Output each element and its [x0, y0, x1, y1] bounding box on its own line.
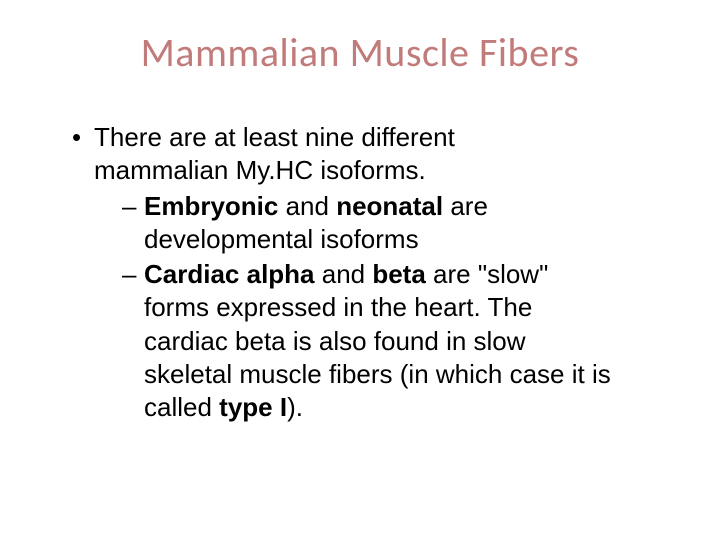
bullet-item: There are at least nine different mammal…	[72, 121, 670, 424]
bullet-text: are "slow"	[426, 259, 549, 289]
bold-text: neonatal	[336, 191, 443, 221]
bullet-text: mammalian My.HC isoforms.	[94, 155, 426, 185]
bullet-text: ).	[287, 392, 303, 422]
slide-body: There are at least nine different mammal…	[50, 121, 670, 424]
bullet-text: cardiac beta is also found in slow	[144, 326, 526, 356]
slide: Mammalian Muscle Fibers There are at lea…	[0, 0, 720, 540]
bullet-text: are	[443, 191, 488, 221]
bullet-text: There are at least nine different	[94, 122, 455, 152]
bold-text: Cardiac alpha	[144, 259, 315, 289]
bold-text: beta	[372, 259, 425, 289]
bold-text: type I	[219, 392, 287, 422]
bullet-text: and	[315, 259, 373, 289]
bullet-text: developmental isoforms	[144, 224, 419, 254]
sub-bullet-list: Embryonic and neonatal are developmental…	[94, 190, 670, 425]
bullet-text: and	[278, 191, 336, 221]
bold-text: Embryonic	[144, 191, 278, 221]
sub-bullet-item: Embryonic and neonatal are developmental…	[122, 190, 670, 257]
sub-bullet-item: Cardiac alpha and beta are "slow" forms …	[122, 258, 670, 424]
bullet-text: skeletal muscle fibers (in which case it…	[144, 359, 611, 389]
slide-title: Mammalian Muscle Fibers	[50, 28, 670, 77]
bullet-text: forms expressed in the heart. The	[144, 292, 532, 322]
bullet-list: There are at least nine different mammal…	[50, 121, 670, 424]
bullet-text: called	[144, 392, 219, 422]
